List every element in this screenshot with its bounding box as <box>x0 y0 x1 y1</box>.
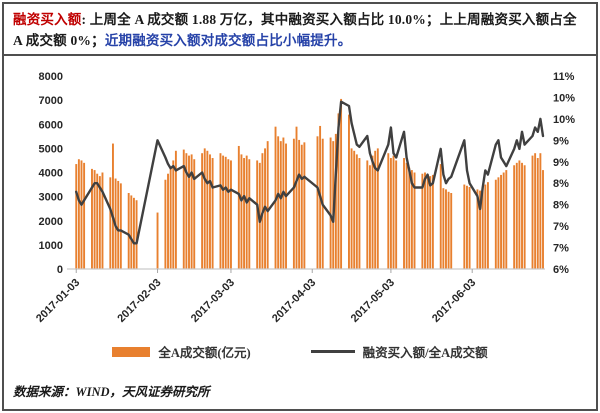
svg-text:4000: 4000 <box>39 168 63 180</box>
svg-text:2017-06-03: 2017-06-03 <box>430 277 478 325</box>
svg-text:8000: 8000 <box>39 71 63 83</box>
svg-text:7%: 7% <box>553 221 569 233</box>
legend-label-ratio: 融资买入额/全A成交额 <box>362 346 488 360</box>
combo-chart-svg: 8000 7000 6000 5000 4000 3000 2000 1000 0 11% 10% 1… <box>34 71 575 325</box>
svg-text:7000: 7000 <box>39 95 63 107</box>
chart-legend: 全A成交额(亿元) 融资买入额/全A成交额 <box>4 342 596 361</box>
svg-text:1000: 1000 <box>39 240 63 252</box>
commentary-body: : 上周全 A 成交额 1.88 万亿，其中融资买入额占比 10.0%；上上周融… <box>13 12 577 48</box>
data-source: 数据来源：WIND，天风证券研究所 <box>13 385 210 399</box>
svg-text:10%: 10% <box>553 92 575 104</box>
svg-text:2017-04-03: 2017-04-03 <box>270 277 318 325</box>
svg-text:8%: 8% <box>553 200 569 212</box>
commentary-block: 融资买入额: 上周全 A 成交额 1.88 万亿，其中融资买入额占比 10.0%… <box>4 4 596 56</box>
chart-panel: 8000 7000 6000 5000 4000 3000 2000 1000 0 11% 10% 1… <box>4 56 596 409</box>
svg-text:5000: 5000 <box>39 143 63 155</box>
svg-text:3000: 3000 <box>39 192 63 204</box>
line-series-swatch-icon <box>310 350 355 353</box>
legend-item-ratio: 融资买入额/全A成交额 <box>310 342 488 361</box>
commentary-title: 融资买入额 <box>13 12 82 27</box>
legend-label-volume: 全A成交额(亿元) <box>158 346 251 360</box>
svg-text:8%: 8% <box>553 178 569 190</box>
svg-text:2017-01-03: 2017-01-03 <box>34 277 82 325</box>
svg-text:9%: 9% <box>553 157 569 169</box>
svg-text:2017-02-03: 2017-02-03 <box>115 277 163 325</box>
svg-text:6%: 6% <box>553 264 569 276</box>
svg-text:7%: 7% <box>553 243 569 255</box>
svg-text:10%: 10% <box>553 114 575 126</box>
svg-text:6000: 6000 <box>39 119 63 131</box>
bar-series-swatch-icon <box>112 346 151 357</box>
svg-text:2017-05-03: 2017-05-03 <box>349 277 397 325</box>
svg-text:2000: 2000 <box>39 216 63 228</box>
legend-item-volume: 全A成交额(亿元) <box>112 342 251 361</box>
commentary-highlight: 近期融资买入额对成交额占比小幅提升。 <box>104 33 352 48</box>
svg-text:0: 0 <box>57 264 63 276</box>
svg-text:9%: 9% <box>553 135 569 147</box>
svg-text:11%: 11% <box>553 71 575 83</box>
svg-text:2017-03-03: 2017-03-03 <box>189 277 237 325</box>
